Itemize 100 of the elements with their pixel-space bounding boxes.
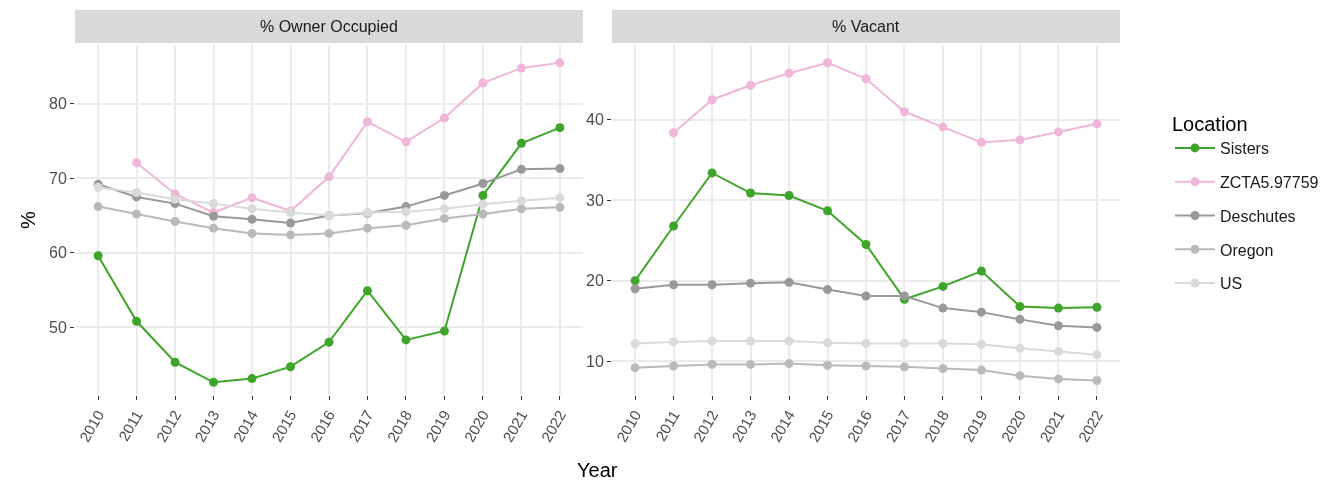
point [861,74,871,84]
y-tick-label: 30 [586,191,604,209]
y-tick-label: 60 [49,244,67,262]
point [516,204,526,214]
point [170,357,180,367]
point [938,363,948,373]
point [132,209,142,219]
point [1053,303,1063,313]
point [209,223,219,233]
point [669,361,679,371]
point [899,339,909,349]
point [976,266,986,276]
point [938,339,948,349]
point [630,276,640,286]
point [478,78,488,88]
point [401,220,411,230]
point [707,336,717,346]
point [630,339,640,349]
point [478,209,488,219]
point [823,285,833,295]
point [286,362,296,372]
y-tick-label: 20 [586,272,604,290]
point [286,230,296,240]
point [362,223,372,233]
chart-title: % Owner Occupied [260,18,398,35]
point [132,187,142,197]
point [478,179,488,189]
point [746,278,756,288]
legend-label: US [1220,275,1243,293]
point [823,206,833,216]
point [439,204,449,214]
point [247,228,257,238]
point [286,218,296,228]
x-axis-title: Year [577,459,618,481]
point [170,216,180,226]
legend-label: Oregon [1220,241,1274,259]
point [1053,347,1063,357]
point [861,361,871,371]
point [707,359,717,369]
y-tick-label: 70 [49,169,67,187]
point [132,316,142,326]
point [746,80,756,90]
point [823,338,833,348]
point [784,277,794,287]
point [247,193,257,203]
point [1092,119,1102,129]
point [247,204,257,214]
point [976,339,986,349]
point [861,339,871,349]
y-tick-label: 40 [586,111,604,129]
point [247,374,257,384]
point [478,199,488,209]
point [938,303,948,313]
point [1015,314,1025,324]
point [401,335,411,345]
point [746,336,756,346]
y-tick-label: 50 [49,318,67,336]
point [362,286,372,296]
point [93,202,103,212]
point [209,199,219,209]
point [401,207,411,217]
point [976,137,986,147]
point [707,168,717,178]
point [93,251,103,261]
point [555,164,565,174]
point [784,190,794,200]
point [823,58,833,68]
point [439,113,449,123]
point [707,95,717,105]
point [861,240,871,250]
point [247,214,257,224]
point [324,337,334,347]
point [861,291,871,301]
point [132,158,142,168]
point [669,128,679,138]
point [362,117,372,127]
point [516,63,526,73]
point [823,360,833,370]
chart-title: % Vacant [832,18,900,35]
legend-title: Location [1172,113,1248,135]
point [439,326,449,336]
point [478,190,488,200]
point [976,307,986,317]
point [938,122,948,132]
point [555,202,565,212]
point [899,107,909,117]
point [1053,374,1063,384]
legend-label: Deschutes [1220,207,1296,225]
point [439,214,449,224]
point [669,337,679,347]
point [1053,127,1063,137]
point [516,164,526,174]
point [938,281,948,291]
point [516,196,526,206]
legend-label: ZCTA5.97759 [1220,173,1319,191]
y-tick-label: 80 [49,95,67,113]
point [976,365,986,375]
point [1015,343,1025,353]
point [439,190,449,200]
point [555,58,565,68]
